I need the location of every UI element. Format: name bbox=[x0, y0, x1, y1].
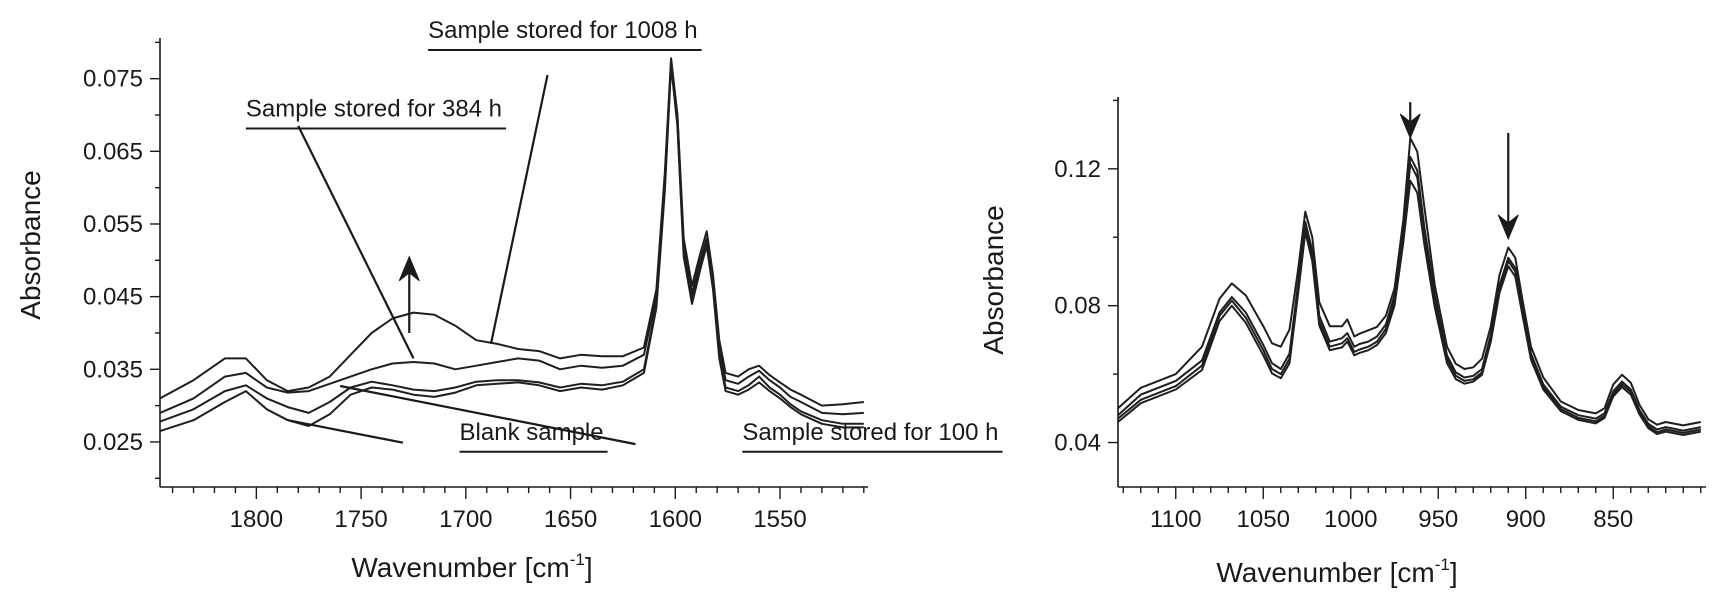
left-axes-group: 1800 1750 1700 1650 1600 1550 0.025 0.035 0.045 0… bbox=[83, 38, 868, 533]
left-series-line-2 bbox=[159, 59, 864, 416]
left-series-line-3 bbox=[159, 61, 864, 425]
left-series-group bbox=[159, 57, 864, 433]
right-x-tick-label: 900 bbox=[1506, 506, 1546, 533]
right-annotations-group bbox=[1399, 102, 1519, 241]
right-x-axis-title: Wavenumber [cm-1] bbox=[1216, 555, 1457, 588]
left-x-tick-label: 1650 bbox=[544, 506, 597, 533]
left-x-tick-label: 1700 bbox=[439, 506, 492, 533]
right-x-tick-label: 950 bbox=[1418, 506, 1458, 533]
right-series-line-3 bbox=[1117, 162, 1701, 434]
left-annotation-leader bbox=[287, 419, 404, 444]
left-annotation-label: Sample stored for 1008 h bbox=[428, 17, 698, 44]
left-y-tick-label: 0.035 bbox=[83, 356, 143, 383]
left-x-axis-title-close: ] bbox=[585, 552, 593, 583]
right-arrowhead bbox=[1399, 113, 1421, 140]
left-x-tick-label: 1750 bbox=[334, 506, 387, 533]
left-annotations-group: Sample stored for 1008 h Sample stored fo… bbox=[245, 17, 1003, 453]
left-x-tick-label: 1800 bbox=[230, 506, 283, 533]
right-spectrum-panel: 1100 1050 1000 950 900 850 0.04 0.08 0.12 Absorb… bbox=[978, 97, 1706, 588]
left-annotation-label: Sample stored for 384 h bbox=[246, 95, 502, 122]
left-x-tick-label: 1550 bbox=[753, 506, 806, 533]
left-x-axis-title-sup: -1 bbox=[570, 550, 585, 569]
left-y-tick-label: 0.025 bbox=[83, 429, 143, 456]
right-x-axis-title-sup: -1 bbox=[1435, 555, 1450, 574]
right-arrowhead bbox=[1497, 214, 1519, 241]
right-x-axis-title-main: Wavenumber [cm bbox=[1216, 557, 1434, 588]
right-y-tick-label: 0.12 bbox=[1054, 156, 1101, 183]
left-annotation-leader bbox=[489, 74, 549, 345]
left-y-tick-label: 0.075 bbox=[83, 66, 143, 93]
left-y-tick-label: 0.055 bbox=[83, 211, 143, 238]
left-x-axis-title: Wavenumber [cm-1] bbox=[351, 550, 592, 583]
left-x-axis-title-main: Wavenumber [cm bbox=[351, 552, 569, 583]
left-y-tick-label: 0.045 bbox=[83, 284, 143, 311]
left-y-tick-label: 0.065 bbox=[83, 138, 143, 165]
right-y-axis-title: Absorbance bbox=[978, 205, 1009, 354]
left-series-line-1 bbox=[159, 57, 864, 407]
left-annotation-leader bbox=[339, 384, 636, 446]
left-y-axis-title: Absorbance bbox=[15, 170, 46, 319]
right-series-group bbox=[1117, 137, 1701, 436]
right-y-tick-label: 0.08 bbox=[1054, 293, 1101, 320]
right-x-tick-label: 1100 bbox=[1150, 506, 1202, 533]
right-series-line-2 bbox=[1117, 155, 1701, 432]
left-x-tick-label: 1600 bbox=[649, 506, 702, 533]
right-series-line-4 bbox=[1117, 179, 1701, 436]
right-x-tick-label: 1000 bbox=[1324, 506, 1377, 533]
left-spectrum-panel: Sample stored for 1008 h Sample stored fo… bbox=[15, 17, 1003, 583]
left-series-line-4 bbox=[159, 64, 864, 433]
left-annotation-leader bbox=[297, 125, 415, 359]
right-axes-group: 1100 1050 1000 950 900 850 0.04 0.08 0.12 bbox=[1054, 97, 1706, 533]
right-y-tick-label: 0.04 bbox=[1054, 430, 1101, 457]
right-x-tick-label: 1050 bbox=[1237, 506, 1290, 533]
right-x-tick-label: 850 bbox=[1593, 506, 1633, 533]
right-x-axis-title-close: ] bbox=[1450, 557, 1458, 588]
left-annotation-label: Sample stored for 100 h bbox=[742, 419, 998, 446]
right-series-line-1 bbox=[1117, 137, 1701, 427]
left-arrowhead bbox=[398, 255, 420, 282]
